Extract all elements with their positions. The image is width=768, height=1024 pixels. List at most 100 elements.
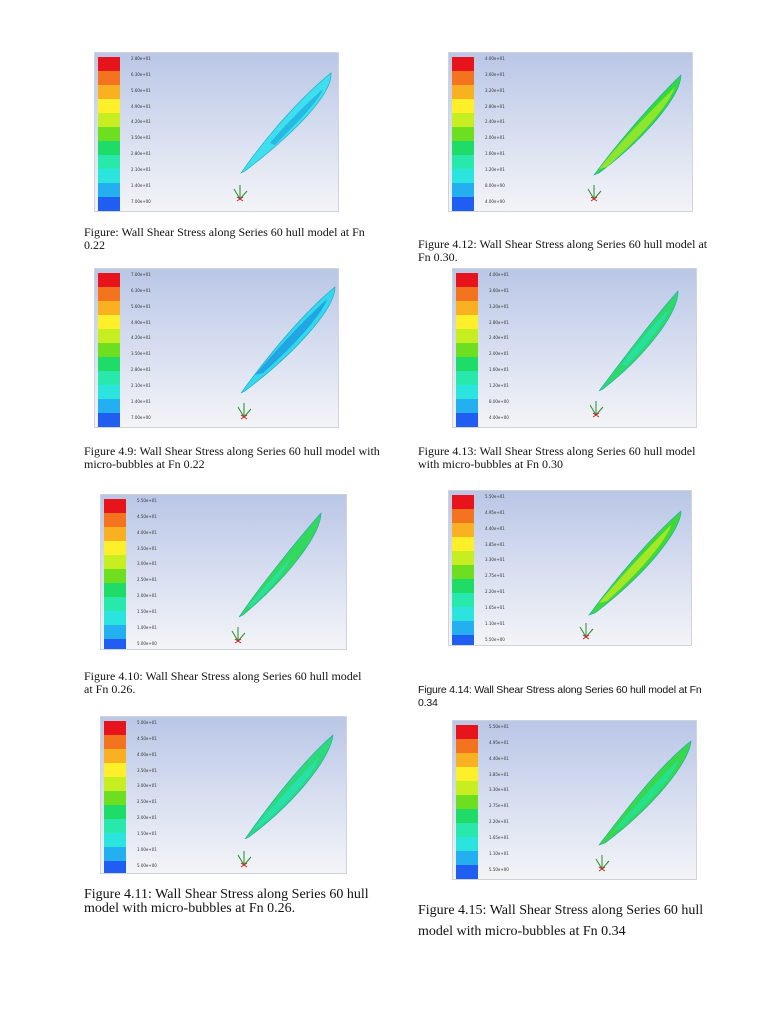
legend-swatch [452,169,474,183]
legend-swatch [98,413,120,427]
legend-swatch [456,413,478,427]
legend-tick-label: 3.50e+01 [131,135,151,141]
contour-plot: 7.00e+01 6.30e+01 5.60e+01 4.90e+01 4.20e+01… [94,268,339,428]
legend-swatch [456,343,478,357]
legend-swatch [104,763,126,777]
figure-caption: Figure 4.15: Wall Shear Stress along Ser… [418,903,704,939]
hull-contour [238,512,322,618]
hull-stress-patch [599,87,675,169]
legend-swatch [98,343,120,357]
legend-swatch [456,301,478,315]
legend-swatch [452,537,474,551]
legend-tick-label: 2.10e+01 [131,382,151,388]
legend-tick-label: 4.20e+01 [131,119,151,125]
hull-surface [238,512,322,618]
legend-tick-label: 5.00e+00 [137,862,157,868]
legend-tick-label: 4.90e+01 [131,103,151,109]
legend-swatch [104,513,126,527]
hull-surface [598,290,679,392]
legend-tick-label: 1.10e+01 [485,620,505,626]
legend-tick-label: 4.40e+01 [489,755,509,761]
legend-tick-label: 2.80e+01 [131,56,151,61]
contour-plot: 4.00e+01 3.60e+01 3.20e+01 2.80e+01 2.40e+01… [452,268,697,428]
legend-swatch [452,197,474,211]
legend-swatch [104,639,126,649]
figure-caption: Figure 4.13: Wall Shear Stress along Ser… [418,444,696,471]
legend-tick-label: 3.30e+01 [485,557,505,563]
legend-swatch [104,583,126,597]
legend-swatch [452,211,474,212]
coordinate-axes-icon [237,851,252,868]
coordinate-axes-icon [579,623,594,640]
legend-swatch [452,635,474,645]
legend-swatch [456,273,478,287]
legend-tick-label: 6.30e+01 [131,287,151,293]
legend-tick-label: 8.00e+00 [485,182,505,188]
legend-tick-label: 7.00e+00 [131,198,151,204]
legend-swatch [98,427,120,428]
legend-swatch [456,385,478,399]
legend-tick-label: 5.00e+00 [137,640,157,646]
hull-stress-patch [621,309,669,365]
legend-swatch [456,329,478,343]
coordinate-axes-icon [587,185,602,202]
hull-surface [244,734,334,840]
hull-stress-patch [253,757,319,829]
legend-swatch [98,301,120,315]
legend-tick-label: 2.80e+01 [131,151,151,157]
legend-tick-label: 2.00e+01 [137,593,157,599]
legend-tick-label: 2.80e+01 [489,319,509,325]
legend-swatch [456,357,478,371]
legend-swatch [452,71,474,85]
legend-tick-label: 2.50e+01 [137,577,157,583]
figure-caption: Figure 4.9: Wall Shear Stress along Seri… [84,444,380,471]
legend-swatch [98,57,120,71]
legend-tick-label: 2.00e+01 [485,135,505,141]
legend-swatch [104,527,126,541]
hull-contour [244,734,334,840]
legend-tick-label: 6.30e+01 [131,71,151,77]
legend-tick-label: 4.50e+01 [137,513,157,519]
legend-swatch [456,837,478,851]
legend-swatch [452,509,474,523]
legend-swatch [98,329,120,343]
legend-swatch [456,809,478,823]
legend-swatch [98,169,120,183]
legend-swatch [456,427,478,428]
legend-tick-label: 1.60e+01 [485,151,505,157]
legend-swatch [452,579,474,593]
legend-swatch [452,183,474,197]
legend-swatch [452,155,474,169]
legend-swatch [98,211,120,212]
legend-swatch [104,555,126,569]
legend-tick-label: 5.50e+00 [489,866,509,872]
legend-swatch [98,141,120,155]
legend-swatch [98,113,120,127]
contour-plot: 5.50e+01 4.50e+01 4.00e+01 3.50e+01 3.00e+01… [100,494,347,650]
figure-caption: Figure 4.14: Wall Shear Stress along Ser… [418,684,702,709]
figure-caption: Figure: Wall Shear Stress along Series 6… [84,225,365,252]
legend-tick-label: 2.80e+01 [485,103,505,109]
legend-tick-label: 4.90e+01 [131,319,151,325]
figure-caption: Figure 4.10: Wall Shear Stress along Ser… [84,669,362,696]
hull-stress-patch [247,557,291,607]
legend-swatch [104,777,126,791]
legend-tick-label: 5.60e+01 [131,87,151,93]
legend-tick-label: 4.00e+01 [137,529,157,535]
legend-swatch [98,85,120,99]
legend-swatch [98,371,120,385]
hull-stress-patch [255,299,327,375]
legend-swatch [98,197,120,211]
legend-tick-label: 1.00e+01 [137,624,157,630]
legend-tick-label: 2.40e+01 [489,335,509,341]
hull-surface [598,740,692,846]
legend-tick-label: 1.00e+01 [137,846,157,852]
legend-tick-label: 3.00e+01 [137,561,157,567]
legend-swatch [452,495,474,509]
legend-tick-label: 4.00e+01 [485,56,505,61]
legend-swatch [104,833,126,847]
legend-swatch [456,823,478,837]
legend-swatch [456,371,478,385]
legend-swatch [452,57,474,71]
legend-swatch [98,273,120,287]
